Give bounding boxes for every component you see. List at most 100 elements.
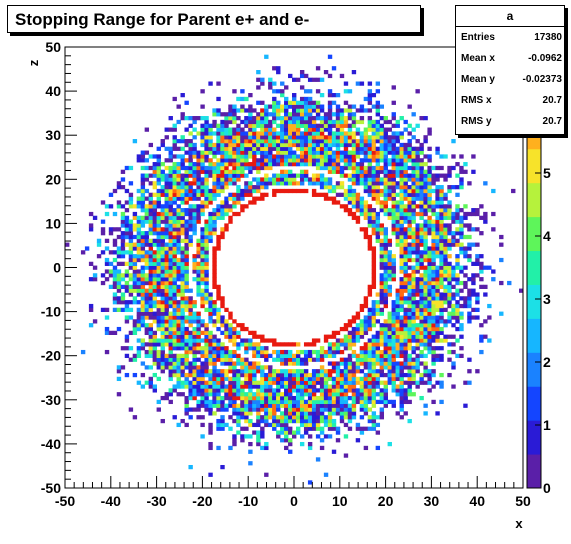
histogram-cell (431, 273, 436, 278)
histogram-cell (311, 415, 317, 420)
histogram-cell (176, 234, 181, 240)
histogram-cell (387, 162, 392, 167)
histogram-cell (311, 188, 317, 194)
histogram-cell (347, 158, 353, 163)
histogram-cell (200, 127, 205, 132)
histogram-cell (128, 407, 134, 412)
histogram-cell (367, 338, 373, 343)
histogram-cell (144, 196, 150, 201)
histogram-cell (156, 254, 161, 259)
histogram-cell (303, 173, 309, 178)
histogram-cell (196, 215, 201, 220)
histogram-cell (252, 162, 257, 167)
histogram-cell (252, 407, 257, 412)
histogram-cell (148, 254, 154, 259)
histogram-cell (331, 361, 337, 366)
histogram-cell (331, 135, 337, 140)
histogram-cell (240, 108, 245, 113)
histogram-cell (192, 357, 197, 362)
histogram-cell (371, 169, 377, 174)
histogram-cell (391, 261, 396, 266)
histogram-cell (244, 372, 249, 378)
histogram-cell (152, 219, 157, 224)
histogram-cell (367, 81, 373, 86)
histogram-cell (220, 296, 225, 301)
histogram-cell (264, 127, 269, 132)
histogram-cell (355, 215, 361, 220)
histogram-cell (220, 188, 225, 194)
histogram-cell (415, 169, 420, 174)
histogram-cell (236, 123, 241, 128)
histogram-cell (491, 269, 496, 274)
histogram-cell (116, 392, 122, 397)
histogram-cell (395, 300, 400, 305)
histogram-cell (248, 399, 253, 405)
histogram-cell (399, 288, 404, 293)
histogram-cell (427, 376, 432, 382)
histogram-cell (423, 361, 428, 366)
histogram-cell (363, 395, 369, 401)
histogram-cell (212, 215, 217, 220)
histogram-cell (379, 139, 385, 144)
histogram-cell (411, 365, 416, 370)
histogram-cell (256, 146, 261, 151)
histogram-cell (403, 154, 408, 159)
histogram-cell (411, 196, 416, 201)
histogram-cell (411, 369, 416, 374)
histogram-cell (387, 185, 392, 190)
histogram-cell (335, 407, 341, 412)
histogram-cell (427, 257, 432, 263)
histogram-cell (268, 338, 273, 343)
histogram-cell (399, 135, 404, 140)
histogram-cell (276, 403, 281, 408)
histogram-cell (391, 142, 396, 148)
histogram-cell (439, 300, 444, 305)
histogram-cell (315, 158, 321, 163)
histogram-cell (172, 338, 177, 343)
histogram-cell (180, 254, 185, 259)
histogram-cell (487, 265, 492, 270)
histogram-cell (383, 288, 388, 293)
histogram-cell (407, 357, 412, 362)
histogram-cell (284, 96, 289, 102)
histogram-cell (280, 81, 285, 86)
histogram-cell (323, 376, 329, 382)
histogram-cell (280, 422, 285, 428)
histogram-cell (284, 116, 289, 121)
histogram-cell (188, 296, 193, 301)
histogram-cell (228, 104, 233, 109)
histogram-cell (359, 208, 365, 213)
histogram-cell (415, 265, 420, 270)
histogram-cell (339, 204, 345, 209)
histogram-cell (232, 338, 237, 343)
histogram-cell (451, 315, 456, 320)
histogram-cell (192, 188, 197, 194)
histogram-cell (204, 273, 209, 278)
histogram-cell (88, 323, 94, 328)
histogram-cell (343, 338, 349, 343)
histogram-cell (156, 342, 161, 347)
histogram-cell (108, 204, 114, 209)
histogram-cell (443, 227, 448, 232)
histogram-cell (224, 323, 229, 328)
histogram-cell (276, 142, 281, 148)
histogram-cell (347, 200, 353, 205)
histogram-cell (272, 112, 277, 117)
histogram-cell (136, 254, 142, 259)
histogram-cell (260, 119, 265, 125)
histogram-cell (200, 376, 205, 382)
histogram-cell (427, 254, 432, 259)
histogram-cell (347, 123, 353, 128)
histogram-cell (100, 231, 106, 236)
histogram-cell (367, 407, 373, 412)
histogram-cell (160, 211, 165, 217)
histogram-cell (419, 292, 424, 297)
histogram-cell (156, 188, 161, 194)
histogram-cell (196, 369, 201, 374)
histogram-cell (192, 326, 197, 332)
histogram-cell (415, 89, 420, 94)
histogram-cell (264, 445, 269, 451)
histogram-cell (204, 254, 209, 259)
histogram-cell (212, 219, 217, 224)
histogram-cell (387, 150, 392, 155)
